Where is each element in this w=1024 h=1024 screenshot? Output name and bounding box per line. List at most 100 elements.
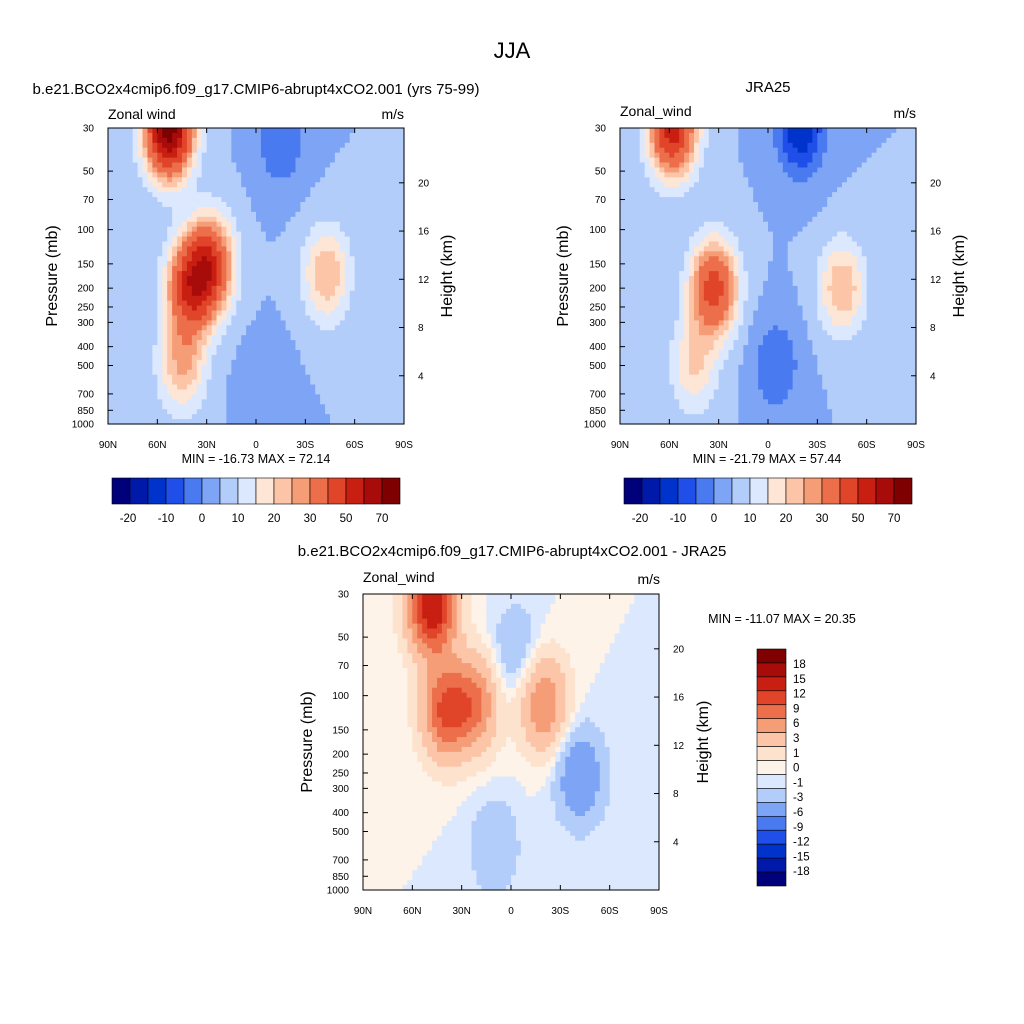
contour-cell: [629, 404, 636, 410]
contour-cell: [349, 384, 356, 391]
contour-cell: [127, 310, 134, 317]
contour-cell: [300, 315, 306, 321]
contour-cell: [394, 379, 400, 386]
contour-cell: [354, 271, 361, 277]
contour-cell: [364, 320, 371, 326]
contour-cell: [132, 305, 139, 312]
contour-cell: [157, 300, 163, 307]
contour-cell: [325, 241, 331, 247]
contour-cell: [157, 379, 163, 386]
contour-cell: [221, 384, 227, 391]
contour-cell: [246, 384, 252, 391]
contour-cell: [718, 202, 725, 208]
contour-cell: [384, 404, 390, 410]
contour-cell: [182, 197, 188, 203]
contour-cell: [723, 172, 730, 178]
contour-cell: [664, 295, 670, 302]
contour-cell: [275, 276, 282, 282]
contour-cell: [251, 305, 257, 312]
contour-cell: [221, 157, 227, 164]
contour-cell: [295, 256, 301, 262]
contour-cell: [620, 236, 626, 243]
contour-cell: [349, 226, 356, 233]
contour-cell: [659, 354, 665, 361]
contour-cell: [723, 182, 730, 188]
contour-cell: [649, 330, 656, 336]
contour-cell: [236, 167, 242, 173]
contour-cell: [285, 399, 292, 405]
contour-cell: [172, 132, 178, 139]
contour-cell: [669, 192, 675, 198]
contour-cell: [389, 394, 395, 400]
contour-cell: [349, 290, 356, 297]
contour-cell: [236, 261, 242, 267]
contour-cell: [674, 137, 680, 144]
contour-cell: [624, 384, 631, 391]
contour-cell: [354, 128, 361, 134]
contour-cell: [117, 231, 124, 238]
contour-cell: [334, 340, 341, 346]
contour-cell: [684, 271, 690, 277]
contour-cell: [231, 364, 237, 371]
contour-cell: [206, 315, 213, 321]
contour-cell: [127, 271, 134, 277]
contour-cell: [241, 285, 247, 292]
contour-cell: [364, 325, 371, 331]
contour-cell: [689, 211, 695, 218]
contour-cell: [201, 197, 208, 203]
contour-cell: [698, 241, 705, 247]
contour-cell: [620, 290, 626, 297]
contour-cell: [112, 325, 119, 331]
contour-cell: [157, 399, 163, 405]
contour-cell: [399, 236, 405, 243]
contour-cell: [674, 414, 680, 420]
contour-cell: [127, 290, 134, 297]
colorbar-label: 30: [304, 513, 317, 525]
contour-cell: [117, 256, 124, 262]
contour-cell: [315, 147, 321, 154]
contour-cell: [674, 290, 680, 297]
contour-cell: [334, 251, 341, 257]
contour-cell: [265, 202, 272, 208]
contour-cell: [718, 266, 725, 272]
contour-cell: [684, 364, 690, 371]
contour-cell: [206, 276, 213, 282]
contour-cell: [399, 128, 405, 134]
contour-cell: [182, 256, 188, 262]
contour-cell: [137, 409, 144, 415]
contour-cell: [211, 256, 218, 262]
contour-cell: [620, 379, 626, 386]
contour-cell: [256, 345, 262, 351]
contour-cell: [394, 389, 400, 395]
contour-cell: [310, 364, 316, 371]
contour-cell: [280, 276, 287, 282]
contour-cell: [374, 340, 380, 346]
contour-cell: [142, 162, 149, 169]
contour-cell: [339, 354, 346, 361]
contour-cell: [167, 404, 173, 410]
contour-cell: [172, 285, 178, 292]
contour-cell: [374, 394, 380, 400]
contour-cell: [147, 300, 153, 307]
contour-cell: [251, 261, 257, 267]
contour-cell: [654, 128, 661, 134]
contour-cell: [167, 379, 173, 386]
contour-cell: [644, 374, 651, 381]
contour-cell: [157, 177, 163, 183]
contour-cell: [122, 246, 129, 252]
contour-cell: [644, 137, 651, 144]
contour-cell: [265, 172, 272, 178]
contour-cell: [196, 310, 203, 317]
contour-cell: [300, 310, 306, 317]
contour-cell: [399, 266, 405, 272]
contour-cell: [177, 152, 183, 159]
contour-cell: [659, 335, 665, 341]
contour-cell: [703, 404, 710, 410]
contour-cell: [679, 315, 685, 321]
contour-cell: [334, 354, 341, 361]
contour-cell: [137, 325, 144, 331]
contour-cell: [684, 340, 690, 346]
contour-cell: [674, 379, 680, 386]
contour-cell: [359, 414, 366, 420]
contour-cell: [285, 128, 292, 134]
